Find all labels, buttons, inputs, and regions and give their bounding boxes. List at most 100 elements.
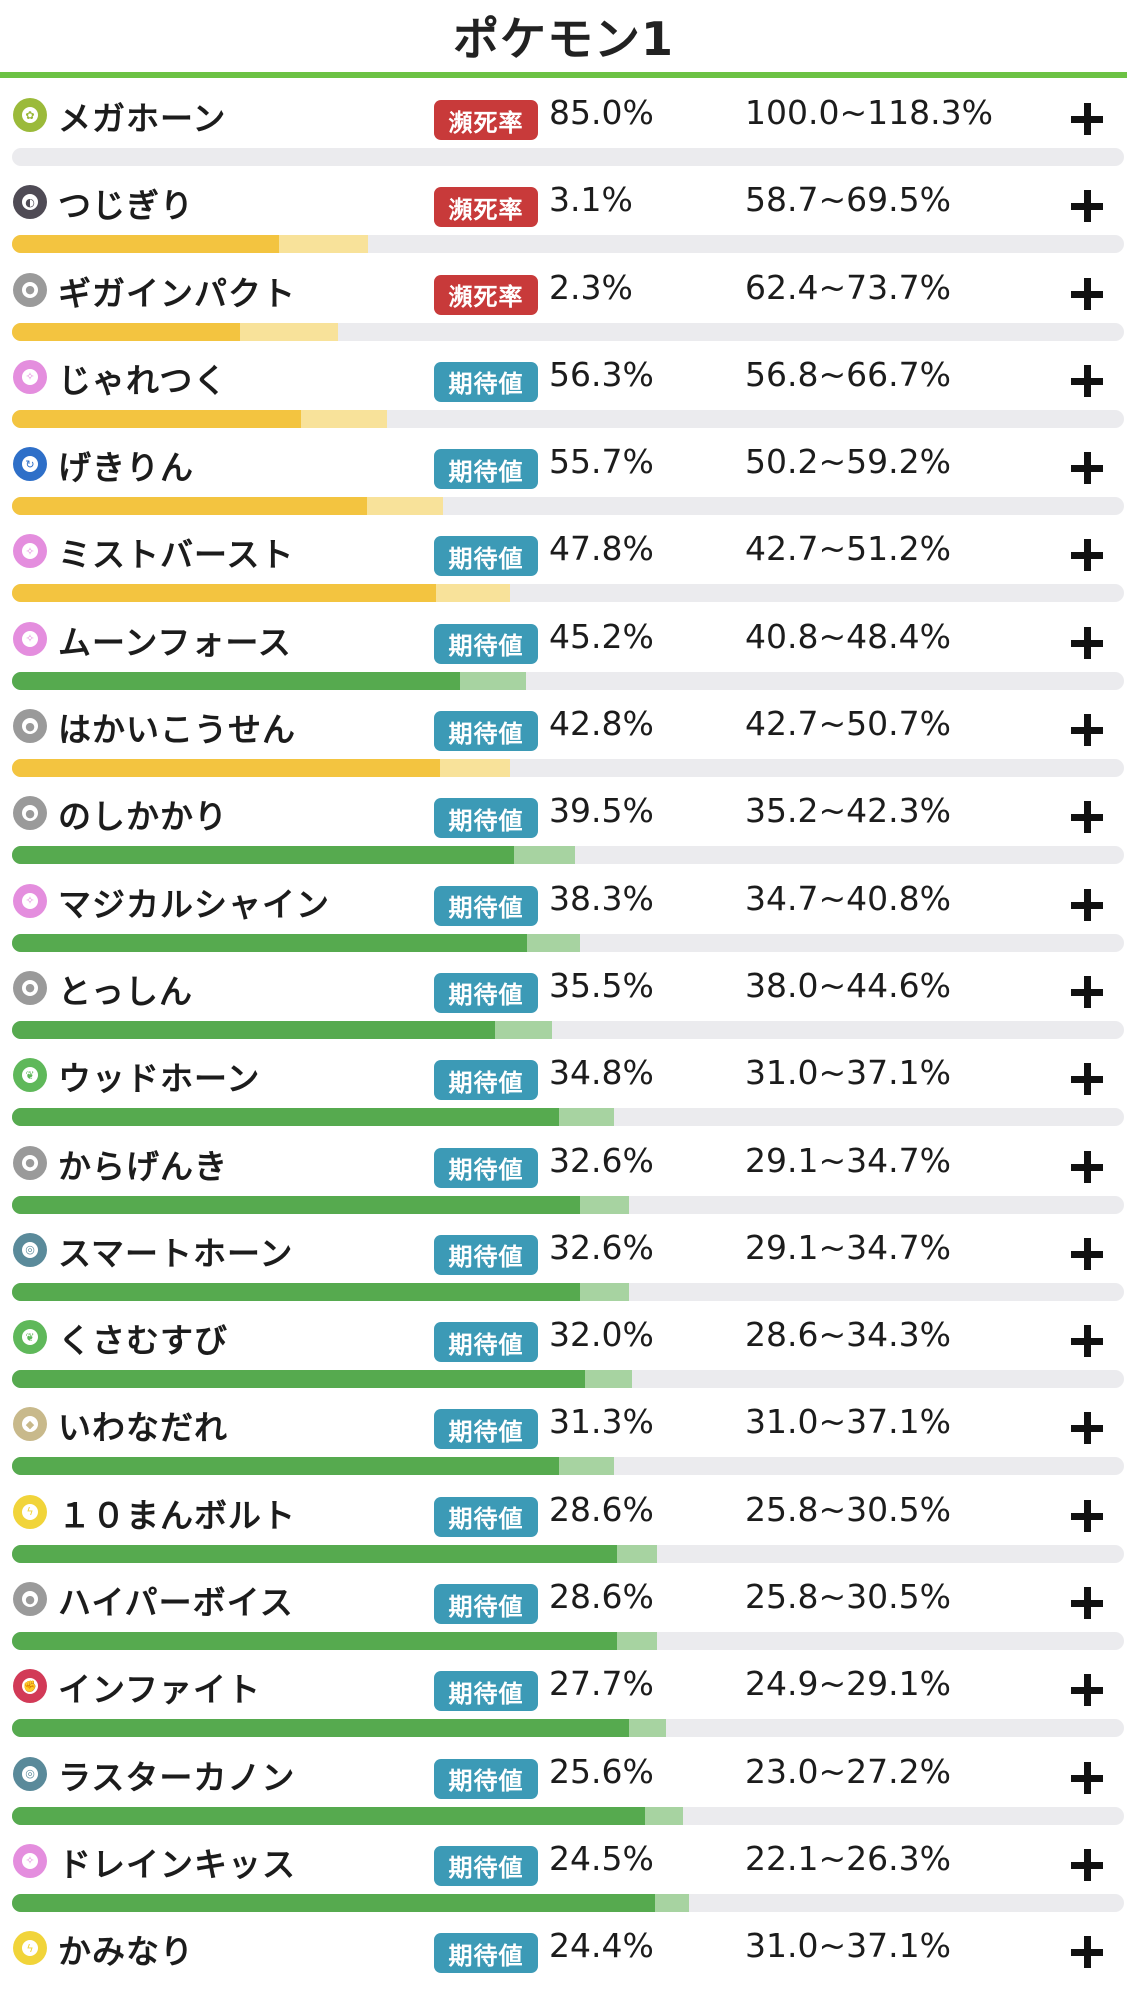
damage-bar (12, 1195, 1124, 1214)
damage-range: 62.4~73.7% (745, 267, 951, 307)
add-icon[interactable] (1068, 536, 1108, 576)
damage-bar (12, 497, 1124, 516)
percent-value: 55.7% (549, 442, 654, 482)
move-name: じゃれつく (58, 360, 228, 400)
move-name: つじぎり (58, 186, 194, 226)
damage-range: 31.0~37.1% (745, 1926, 951, 1966)
add-icon[interactable] (1068, 973, 1108, 1013)
percent-value: 32.6% (549, 1140, 654, 1180)
add-icon[interactable] (1068, 1933, 1108, 1973)
move-row: ● はかいこうせん 期待値 42.8% 42.7~50.7% (0, 689, 1127, 778)
add-icon[interactable] (1068, 1148, 1108, 1188)
fairy-type-icon: ✧ (13, 621, 47, 656)
damage-bar-min (12, 933, 527, 952)
page-header: ポケモン1 (0, 0, 1127, 78)
move-row: ● ギガインパクト 瀕死率 2.3% 62.4~73.7% (0, 253, 1127, 341)
add-icon[interactable] (1068, 1060, 1108, 1100)
status-badge: 期待値 (434, 1060, 538, 1101)
percent-value: 3.1% (549, 180, 633, 220)
status-badge: 期待値 (434, 1758, 538, 1799)
move-name: げきりん (58, 448, 194, 488)
percent-value: 24.4% (549, 1926, 654, 1966)
add-icon[interactable] (1068, 798, 1108, 838)
add-icon[interactable] (1068, 1409, 1108, 1449)
damage-bar (12, 409, 1124, 428)
add-icon[interactable] (1068, 1497, 1108, 1537)
add-icon[interactable] (1068, 624, 1108, 664)
status-badge: 瀕死率 (434, 274, 538, 315)
damage-bar-min (12, 1893, 655, 1912)
damage-bar-min (12, 1719, 630, 1738)
grass-type-icon: ❦ (13, 1320, 47, 1355)
damage-bar-min (12, 409, 302, 428)
move-row: ◎ スマートホーン 期待値 32.6% 29.1~34.7% (0, 1213, 1127, 1301)
status-badge: 期待値 (434, 1496, 538, 1537)
percent-value: 24.5% (549, 1838, 654, 1878)
status-badge: 期待値 (434, 449, 538, 490)
damage-bar-min (12, 584, 436, 603)
add-icon[interactable] (1068, 275, 1108, 315)
damage-range: 22.1~26.3% (745, 1838, 951, 1878)
status-badge: 期待値 (434, 711, 538, 752)
normal-type-icon: ● (13, 1145, 47, 1180)
status-badge: 期待値 (434, 623, 538, 664)
add-icon[interactable] (1068, 1671, 1108, 1711)
add-icon[interactable] (1068, 100, 1108, 140)
percent-value: 56.3% (549, 354, 654, 394)
add-icon[interactable] (1068, 187, 1108, 227)
status-badge: 期待値 (434, 1584, 538, 1625)
add-icon[interactable] (1068, 886, 1108, 926)
move-row: ◐ つじぎり 瀕死率 3.1% 58.7~69.5% (0, 165, 1127, 254)
damage-bar-min (12, 1370, 585, 1389)
damage-range: 100.0~118.3% (745, 93, 993, 132)
move-row: ✧ ムーンフォース 期待値 45.2% 40.8~48.4% (0, 602, 1127, 690)
move-row: ϟ かみなり 期待値 24.4% 31.0~37.1% (0, 1911, 1127, 1998)
damage-bar (12, 322, 1124, 341)
move-list: ✿ メガホーン 瀕死率 85.0% 100.0~118.3% ◐ つじぎり 瀕死率 3.1% 58… (0, 78, 1127, 1999)
percent-value: 28.6% (549, 1489, 654, 1529)
damage-bar-min (12, 235, 279, 254)
move-name: ラスターカノン (58, 1757, 296, 1797)
move-name: ウッドホーン (58, 1059, 261, 1099)
damage-bar-min (12, 759, 441, 778)
move-name: スマートホーン (58, 1233, 294, 1273)
add-icon[interactable] (1068, 449, 1108, 489)
damage-bar (12, 846, 1124, 865)
move-row: ✧ ドレインキッス 期待値 24.5% 22.1~26.3% (0, 1824, 1127, 1912)
move-row: ✧ ミストバースト 期待値 47.8% 42.7~51.2% (0, 514, 1127, 603)
add-icon[interactable] (1068, 1759, 1108, 1799)
move-name: とっしん (58, 971, 194, 1011)
move-name: くさむすび (58, 1321, 228, 1361)
move-row: ✧ マジカルシャイン 期待値 38.3% 34.7~40.8% (0, 864, 1127, 952)
damage-bar (12, 235, 1124, 254)
add-icon[interactable] (1068, 1584, 1108, 1624)
normal-type-icon: ● (13, 796, 47, 831)
status-badge: 期待値 (434, 1322, 538, 1363)
add-icon[interactable] (1068, 711, 1108, 751)
damage-range: 35.2~42.3% (745, 791, 951, 831)
damage-bar-min (12, 1195, 581, 1214)
percent-value: 32.0% (549, 1315, 654, 1355)
add-icon[interactable] (1068, 362, 1108, 402)
add-icon[interactable] (1068, 1235, 1108, 1275)
fairy-type-icon: ✧ (13, 534, 47, 569)
damage-range: 29.1~34.7% (745, 1227, 951, 1267)
damage-bar (12, 1457, 1124, 1476)
move-name: １０まんボルト (58, 1495, 296, 1535)
percent-value: 32.6% (549, 1227, 654, 1267)
steel-type-icon: ◎ (13, 1232, 47, 1267)
add-icon[interactable] (1068, 1322, 1108, 1362)
damage-range: 25.8~30.5% (745, 1489, 951, 1529)
move-row: ❦ ウッドホーン 期待値 34.8% 31.0~37.1% (0, 1038, 1127, 1127)
move-name: いわなだれ (58, 1408, 228, 1448)
damage-bar (12, 1282, 1124, 1301)
damage-range: 24.9~29.1% (745, 1664, 951, 1704)
percent-value: 47.8% (549, 529, 654, 569)
add-icon[interactable] (1068, 1846, 1108, 1886)
move-row: ✧ じゃれつく 期待値 56.3% 56.8~66.7% (0, 340, 1127, 428)
move-name: かみなり (58, 1932, 194, 1972)
damage-bar (12, 1544, 1124, 1563)
status-badge: 期待値 (434, 885, 538, 926)
damage-bar-min (12, 1457, 560, 1476)
status-badge: 期待値 (434, 1409, 538, 1450)
